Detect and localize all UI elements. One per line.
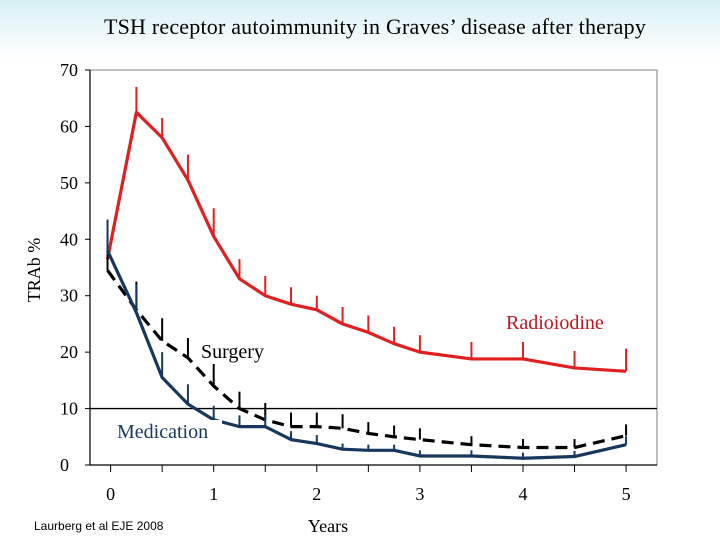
annotation-bg <box>114 420 222 444</box>
y-tick-label: 10 <box>60 399 78 419</box>
y-tick-label: 30 <box>60 286 78 306</box>
x-tick-label: 1 <box>209 484 218 504</box>
y-tick-label: 20 <box>60 342 78 362</box>
chart-title: TSH receptor autoimmunity in Graves’ dis… <box>103 14 647 39</box>
series-layer <box>105 86 628 460</box>
x-tick-label: 0 <box>106 484 115 504</box>
y-axis-label: TRAb % <box>24 238 44 303</box>
annotation-bg <box>198 340 276 364</box>
y-tick-label: 60 <box>60 116 78 136</box>
radioiodine-label: Radioiodine <box>506 312 604 334</box>
y-tick-label: 0 <box>60 455 69 475</box>
x-tick-label: 3 <box>415 484 424 504</box>
medication-label: Medication <box>117 421 208 443</box>
y-tick-label: 50 <box>60 173 78 193</box>
radioiodine-series-line <box>105 110 627 373</box>
y-tick-label: 40 <box>60 229 78 249</box>
axes-layer: 0 10 20 30 40 50 60 70 0 1 2 3 4 5 <box>60 60 658 504</box>
x-axis-label: Years <box>308 516 348 536</box>
surgery-label: Surgery <box>201 341 264 363</box>
x-tick-label: 5 <box>622 484 631 504</box>
medication-series-line <box>106 249 627 460</box>
x-tick-label: 4 <box>518 484 527 504</box>
annotation-bg <box>503 311 622 335</box>
labels-layer: TRAb % Years Radioiodine Surgery Medication <box>24 238 622 536</box>
y-tick-label: 70 <box>60 60 78 80</box>
surgery-series-line <box>106 269 627 450</box>
citation: Laurberg et al EJE 2008 <box>34 519 164 533</box>
x-tick-label: 2 <box>312 484 321 504</box>
plot-frame <box>89 69 658 466</box>
